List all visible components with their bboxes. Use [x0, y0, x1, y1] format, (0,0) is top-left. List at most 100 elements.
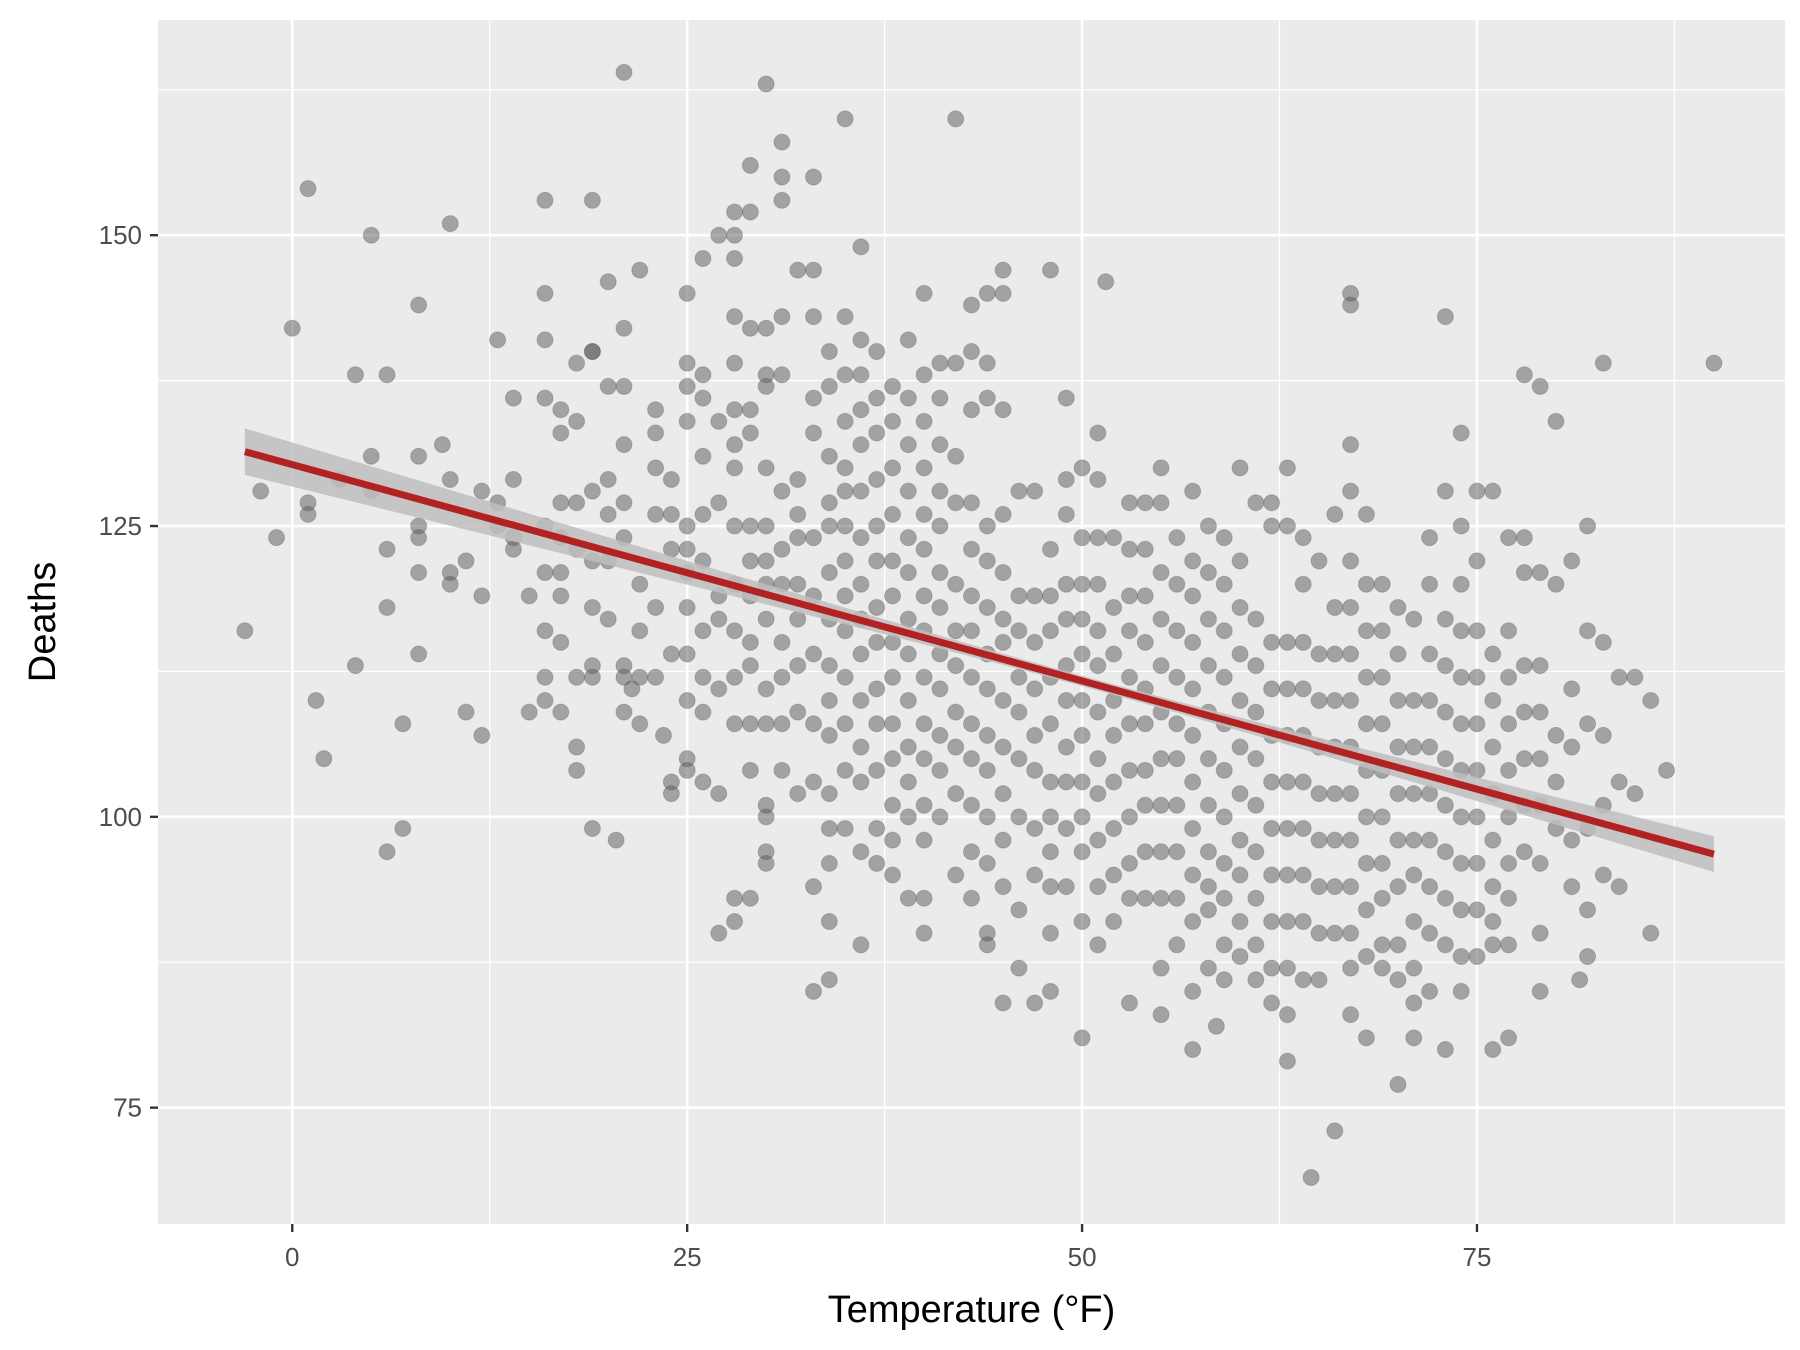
data-point — [378, 843, 396, 861]
data-point — [1484, 482, 1502, 500]
data-point — [647, 401, 665, 419]
data-point — [868, 470, 886, 488]
data-point — [1468, 854, 1486, 872]
data-point — [1120, 587, 1138, 605]
data-point — [1626, 668, 1644, 686]
data-point — [852, 238, 870, 256]
data-point — [868, 680, 886, 698]
data-point — [1010, 668, 1028, 686]
data-point — [1342, 436, 1360, 454]
data-point — [1184, 913, 1202, 931]
data-point — [1184, 587, 1202, 605]
regression-line — [243, 448, 1715, 858]
data-point — [1326, 924, 1344, 942]
data-point — [1452, 517, 1470, 535]
data-point — [1436, 843, 1454, 861]
data-point — [678, 354, 696, 372]
data-point — [1041, 261, 1059, 279]
data-point — [1026, 761, 1044, 779]
data-point — [741, 424, 759, 442]
data-point — [1105, 726, 1123, 744]
data-point — [1610, 878, 1628, 896]
data-point — [757, 319, 775, 337]
data-point — [536, 389, 554, 407]
data-point — [741, 889, 759, 907]
data-point — [583, 668, 601, 686]
data-point — [1041, 715, 1059, 733]
data-point — [1452, 982, 1470, 1000]
data-point — [1089, 529, 1107, 547]
data-point — [1073, 645, 1091, 663]
data-point — [1120, 761, 1138, 779]
data-point — [1500, 668, 1518, 686]
data-point — [1215, 622, 1233, 640]
data-point — [1152, 459, 1170, 477]
data-point — [1073, 1029, 1091, 1047]
data-point — [1452, 622, 1470, 640]
data-point — [1531, 924, 1549, 942]
data-point — [1436, 796, 1454, 814]
data-point — [1705, 354, 1723, 372]
data-point — [410, 564, 428, 582]
data-point — [1073, 575, 1091, 593]
data-point — [726, 715, 744, 733]
data-point — [662, 645, 680, 663]
data-point — [1278, 959, 1296, 977]
data-point — [568, 738, 586, 756]
data-point — [1199, 796, 1217, 814]
data-point — [915, 459, 933, 477]
data-point — [1120, 540, 1138, 558]
data-point — [694, 249, 712, 267]
data-point — [1642, 924, 1660, 942]
data-point — [836, 459, 854, 477]
data-point — [1342, 296, 1360, 314]
data-point — [1468, 552, 1486, 570]
data-point — [1468, 668, 1486, 686]
data-point — [820, 494, 838, 512]
data-point — [694, 668, 712, 686]
data-point — [1026, 587, 1044, 605]
data-point — [1278, 866, 1296, 884]
data-point — [852, 843, 870, 861]
data-point — [884, 866, 902, 884]
data-point — [1089, 831, 1107, 849]
data-point — [1263, 633, 1281, 651]
data-point — [583, 819, 601, 837]
data-point — [931, 436, 949, 454]
data-point — [1231, 598, 1249, 616]
data-point — [1294, 819, 1312, 837]
data-point — [947, 738, 965, 756]
data-point — [1405, 785, 1423, 803]
data-point — [552, 587, 570, 605]
data-point — [836, 412, 854, 430]
data-point — [1026, 726, 1044, 744]
data-point — [852, 936, 870, 954]
data-point — [1531, 377, 1549, 395]
data-point — [378, 598, 396, 616]
data-point — [1215, 854, 1233, 872]
data-point — [1531, 703, 1549, 721]
data-point — [607, 831, 625, 849]
data-point — [931, 808, 949, 826]
data-point — [805, 715, 823, 733]
data-point — [583, 598, 601, 616]
data-point — [504, 540, 522, 558]
data-point — [1452, 901, 1470, 919]
data-point — [1184, 726, 1202, 744]
data-point — [1500, 715, 1518, 733]
y-axis: 75 100 125 150 — [99, 220, 158, 1123]
data-point — [378, 366, 396, 384]
data-point — [899, 738, 917, 756]
data-point — [757, 377, 775, 395]
data-point — [726, 203, 744, 221]
data-point — [236, 622, 254, 640]
data-point — [741, 715, 759, 733]
data-point — [947, 657, 965, 675]
data-point — [1231, 866, 1249, 884]
data-point — [852, 436, 870, 454]
data-point — [599, 505, 617, 523]
data-point — [410, 296, 428, 314]
data-point — [1468, 715, 1486, 733]
data-point — [884, 796, 902, 814]
data-point — [852, 645, 870, 663]
